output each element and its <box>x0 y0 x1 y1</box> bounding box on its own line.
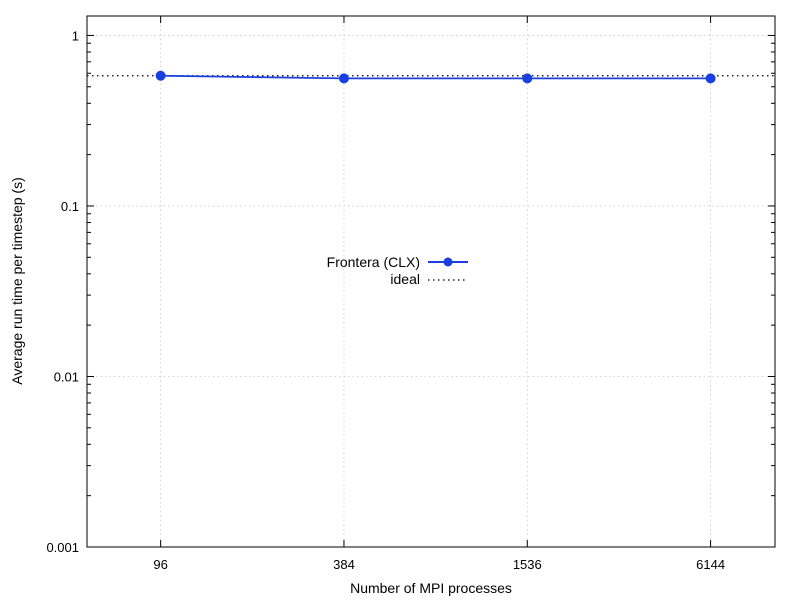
legend-swatch-frontera-marker <box>443 257 453 267</box>
frontera-data-point <box>338 73 349 84</box>
grid-lines <box>87 16 775 548</box>
legend-label-frontera: Frontera (CLX) <box>327 254 420 270</box>
y-tick-label: 0.001 <box>46 540 79 555</box>
axis-ticks <box>87 16 775 548</box>
y-tick-label: 0.01 <box>54 369 79 384</box>
tick-labels: 96 384 1536 6144 1 0.1 0.01 0.001 <box>46 28 725 572</box>
plot-frame <box>86 15 776 548</box>
frontera-line <box>160 74 711 80</box>
legend-label-ideal: ideal <box>390 271 420 287</box>
frontera-series <box>155 70 716 84</box>
frontera-data-point <box>522 73 533 84</box>
frontera-data-point <box>705 73 716 84</box>
frontera-data-point <box>155 70 166 81</box>
y-axis-label: Average run time per timestep (s) <box>9 177 25 385</box>
x-tick-label: 96 <box>153 557 167 572</box>
y-tick-label: 1 <box>72 28 79 43</box>
y-tick-label: 0.1 <box>61 199 79 214</box>
x-tick-label: 384 <box>333 557 355 572</box>
x-tick-label: 6144 <box>696 557 725 572</box>
legend: Frontera (CLX) ideal <box>327 254 468 287</box>
x-tick-label: 1536 <box>513 557 542 572</box>
x-axis-label: Number of MPI processes <box>350 580 512 596</box>
